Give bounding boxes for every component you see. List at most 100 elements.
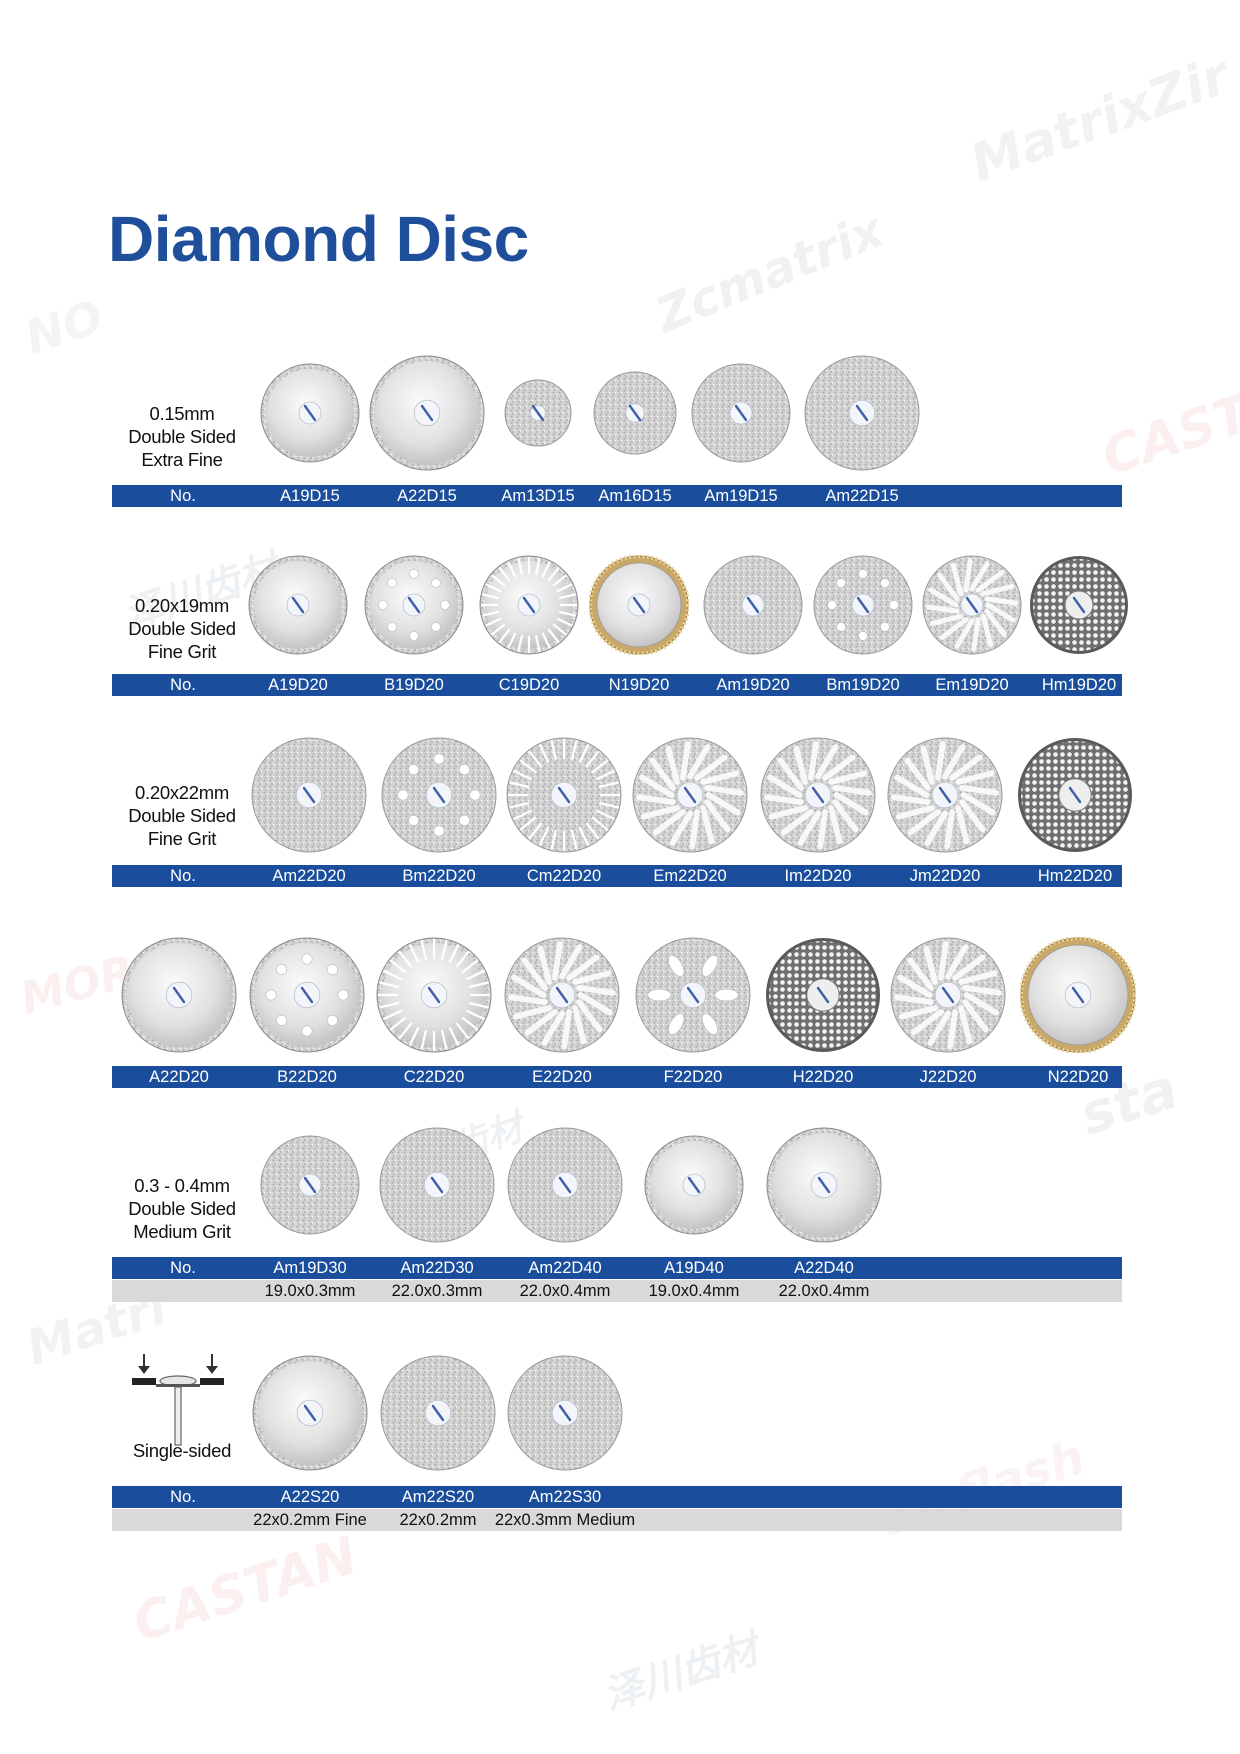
section-label-line: Double Sided	[128, 426, 236, 447]
product-code: A19D15	[280, 487, 340, 505]
product-code: Bm22D20	[402, 867, 476, 885]
disc-image-hm19d20	[1029, 555, 1129, 655]
disc-image-c22d20	[376, 937, 492, 1053]
disc-image-c19d20	[479, 555, 579, 655]
disc-image-a22d15	[369, 355, 485, 471]
product-code: Bm19D20	[826, 676, 900, 694]
product-code: B22D20	[277, 1068, 337, 1086]
disc-image-hm22d20	[1017, 737, 1133, 853]
watermark-no: NO	[18, 289, 110, 365]
product-spec-band: 19.0x0.3mm 22.0x0.3mm 22.0x0.4mm 19.0x0.4mm…	[112, 1280, 1122, 1302]
product-code: Am19D30	[273, 1259, 347, 1277]
column-header-no: No.	[170, 1259, 196, 1277]
product-code: A22D20	[149, 1068, 209, 1086]
disc-image-a19d40	[644, 1135, 744, 1235]
disc-image-a19d20	[248, 555, 348, 655]
disc-image-im22d20	[760, 737, 876, 853]
product-code: Am13D15	[501, 487, 575, 505]
disc-image-n22d20	[1019, 936, 1137, 1054]
product-code: Am22S30	[528, 1488, 602, 1506]
product-code-band: No. Am22D20 Bm22D20 Cm22D20 Em22D20 Im22D20 Jm…	[112, 865, 1122, 887]
disc-image-am13d15	[504, 379, 572, 447]
disc-image-am22s30	[507, 1355, 623, 1471]
section-label-line: Double Sided	[128, 805, 236, 826]
product-code: A22D40	[794, 1259, 854, 1277]
column-header-no: No.	[170, 676, 196, 694]
disc-image-j22d20	[890, 937, 1006, 1053]
product-code: Em19D20	[935, 676, 1009, 694]
column-header-no: No.	[170, 867, 196, 885]
product-code-band: No. Am19D30 Am22D30 Am22D40 A19D40 A22D40	[112, 1257, 1122, 1279]
section-label-line: Single-sided	[132, 1440, 232, 1461]
section-label-line: Double Sided	[128, 1198, 236, 1219]
disc-image-am16d15	[593, 371, 677, 455]
product-code: Am22D30	[400, 1259, 474, 1277]
disc-image-em19d20	[922, 555, 1022, 655]
section-label-line: 0.15mm	[149, 403, 215, 424]
watermark-zechuan-3: 泽川齿材	[598, 1626, 765, 1720]
product-spec-band: 22x0.2mm Fine 22x0.2mm 22x0.3mm Medium	[112, 1509, 1122, 1531]
section-label-line: Fine Grit	[147, 828, 217, 849]
disc-image-em22d20	[632, 737, 748, 853]
section-label-line: 0.20x19mm	[135, 595, 229, 616]
watermark-casta: CASTA	[1095, 372, 1240, 488]
product-spec: 19.0x0.4mm	[648, 1282, 740, 1300]
disc-image-am22d20	[251, 737, 367, 853]
disc-image-f22d20	[635, 937, 751, 1053]
disc-image-am22d30	[379, 1127, 495, 1243]
section-label-line: Fine Grit	[147, 641, 217, 662]
product-spec: 22x0.2mm Fine	[253, 1511, 367, 1529]
watermark-zcmatrix: Zcmatrix	[648, 202, 892, 344]
arrow-down-icon	[206, 1354, 218, 1374]
disc-image-bm22d20	[381, 737, 497, 853]
product-code: N19D20	[608, 676, 670, 694]
section-label-line: Double Sided	[128, 618, 236, 639]
section-label-1: 0.20x19mm Double Sided Fine Grit	[112, 594, 252, 663]
product-code: C19D20	[498, 676, 560, 694]
disc-image-a22d20	[121, 937, 237, 1053]
product-spec: 22x0.3mm Medium	[494, 1511, 636, 1529]
product-spec: 22.0x0.3mm	[391, 1282, 483, 1300]
product-code: Hm22D20	[1037, 867, 1113, 885]
product-spec: 22.0x0.4mm	[519, 1282, 611, 1300]
column-header-no: No.	[170, 1488, 196, 1506]
product-code: N22D20	[1047, 1068, 1109, 1086]
disc-image-bm19d20	[813, 555, 913, 655]
product-code: Am19D20	[716, 676, 790, 694]
product-code-band: A22D20 B22D20 C22D20 E22D20 F22D20 H22D20 J22D…	[112, 1066, 1122, 1088]
product-code: E22D20	[532, 1068, 592, 1086]
disc-image-a19d15	[260, 363, 360, 463]
product-spec: 19.0x0.3mm	[264, 1282, 356, 1300]
product-code: C22D20	[403, 1068, 465, 1086]
disc-image-am22d15	[804, 355, 920, 471]
disc-image-b22d20	[249, 937, 365, 1053]
product-code: J22D20	[919, 1068, 977, 1086]
section-label-line: Extra Fine	[141, 449, 223, 470]
watermark-matrixzir: MatrixZir	[962, 45, 1238, 195]
disc-image-a22s20	[252, 1355, 368, 1471]
section-label-2: 0.20x22mm Double Sided Fine Grit	[112, 781, 252, 850]
section-label-5: Single-sided	[112, 1439, 252, 1462]
product-code: Am19D15	[704, 487, 778, 505]
disc-image-cm22d20	[506, 737, 622, 853]
product-code: B19D20	[384, 676, 444, 694]
product-code: Im22D20	[784, 867, 852, 885]
disc-image-b19d20	[364, 555, 464, 655]
disc-image-am19d15	[691, 363, 791, 463]
section-label-0: 0.15mm Double Sided Extra Fine	[112, 402, 252, 471]
disc-image-a22d40	[766, 1127, 882, 1243]
product-code: A19D20	[268, 676, 328, 694]
product-code: Am22D20	[272, 867, 346, 885]
page-title: Diamond Disc	[108, 203, 529, 275]
product-spec: 22x0.2mm	[399, 1511, 477, 1529]
product-code: Em22D20	[653, 867, 727, 885]
disc-image-am22d40	[507, 1127, 623, 1243]
product-code: F22D20	[663, 1068, 723, 1086]
single-sided-diagram	[132, 1354, 224, 1446]
product-code: H22D20	[792, 1068, 854, 1086]
disc-image-jm22d20	[887, 737, 1003, 853]
section-label-4: 0.3 - 0.4mm Double Sided Medium Grit	[112, 1174, 252, 1243]
disc-image-am22s20	[380, 1355, 496, 1471]
section-label-line: 0.3 - 0.4mm	[134, 1175, 230, 1196]
product-code: A22S20	[280, 1488, 340, 1506]
